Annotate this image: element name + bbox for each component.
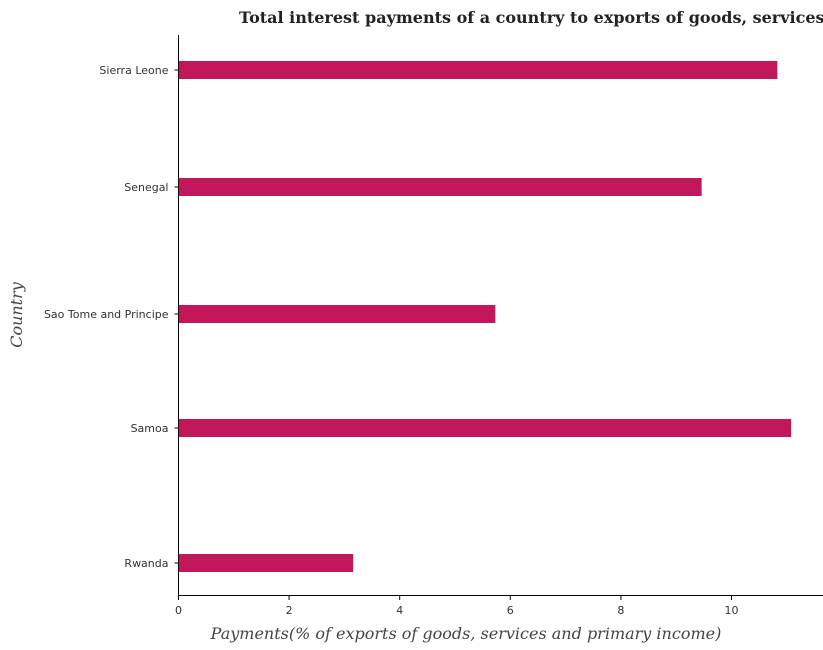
chart-title: Total interest payments of a country to …: [239, 8, 823, 27]
x-tick-label: 6: [507, 604, 514, 617]
x-tick-label: 2: [286, 604, 293, 617]
bar-sierra-leone: [178, 61, 778, 79]
y-axis-label: Country: [7, 281, 26, 348]
bar-rwanda: [178, 554, 354, 572]
y-tick-label: Samoa: [131, 422, 169, 435]
y-tick-label: Senegal: [124, 181, 168, 194]
x-axis-ticks: 0 2 4 6 8 10: [175, 596, 739, 617]
x-tick-label: 0: [175, 604, 182, 617]
x-tick-label: 8: [617, 604, 624, 617]
bar-sao-tome-and-principe: [178, 305, 496, 323]
y-axis-ticks: Rwanda Samoa Sao Tome and Principe Senegal S…: [44, 64, 179, 570]
bar-samoa: [178, 419, 792, 437]
y-tick-label: Rwanda: [124, 557, 168, 570]
y-tick-label: Sierra Leone: [99, 64, 168, 77]
plot-area: [178, 61, 792, 572]
x-tick-label: 4: [396, 604, 403, 617]
bar-senegal: [178, 178, 702, 196]
y-tick-label: Sao Tome and Principe: [44, 308, 169, 321]
x-axis-label: Payments(% of exports of goods, services…: [210, 624, 722, 643]
x-tick-label: 10: [725, 604, 739, 617]
